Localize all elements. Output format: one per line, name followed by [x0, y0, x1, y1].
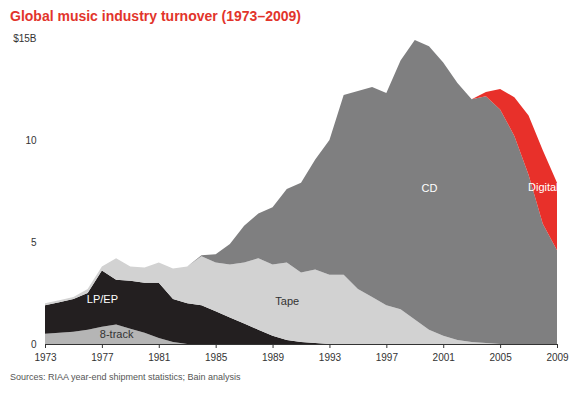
svg-text:2001: 2001 [433, 352, 456, 363]
svg-text:LP/EP: LP/EP [87, 293, 118, 305]
svg-text:2005: 2005 [489, 352, 512, 363]
svg-text:1989: 1989 [262, 352, 285, 363]
svg-text:1981: 1981 [148, 352, 171, 363]
svg-text:8-track: 8-track [100, 328, 134, 340]
svg-text:2009: 2009 [546, 352, 569, 363]
svg-text:1993: 1993 [319, 352, 342, 363]
svg-text:0: 0 [31, 339, 37, 350]
svg-text:1997: 1997 [376, 352, 399, 363]
svg-text:CD: CD [422, 182, 438, 194]
svg-text:10: 10 [25, 135, 37, 146]
html-text:Global music industry turnover: Global music industry turnover (1973–200… [10, 8, 301, 24]
svg-text:Digital: Digital [528, 181, 559, 193]
svg-text:1973: 1973 [34, 352, 57, 363]
svg-text:5: 5 [31, 237, 37, 248]
html-text:Sources: RIAA year-end shipmen: Sources: RIAA year-end shipment statisti… [10, 372, 241, 382]
svg-text:Tape: Tape [275, 295, 299, 307]
svg-text:$15B: $15B [13, 33, 37, 44]
svg-text:1977: 1977 [91, 352, 114, 363]
svg-text:1985: 1985 [205, 352, 228, 363]
